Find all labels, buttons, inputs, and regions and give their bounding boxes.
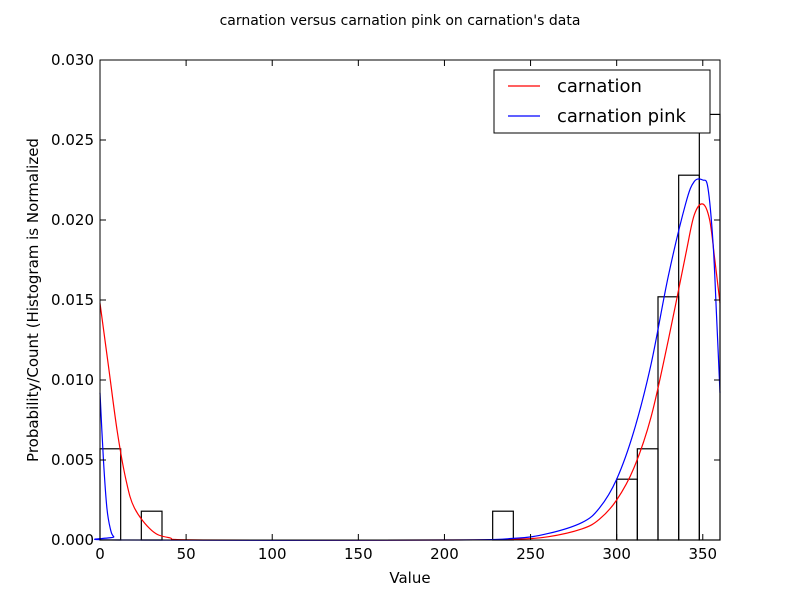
y-tick-label: 0.005 (51, 451, 94, 469)
y-tick-label: 0.000 (51, 531, 94, 549)
x-tick-label: 150 (344, 545, 373, 563)
plot-area (94, 113, 721, 541)
histogram-bar (492, 510, 514, 541)
legend-box (493, 69, 711, 134)
histogram-bar (636, 448, 659, 541)
x-tick-label: 100 (258, 545, 287, 563)
histogram-bar (616, 478, 638, 541)
x-axis-label: Value (389, 569, 430, 587)
x-tick-label: 350 (688, 545, 717, 563)
legend: carnation carnation pink (493, 69, 711, 134)
y-axis-label: Probability/Count (Histogram is Normaliz… (24, 138, 42, 462)
series-line-carnation (99, 203, 721, 541)
histogram-bar (657, 296, 680, 541)
series-line-carnation-pink (94, 178, 721, 541)
y-tick-label: 0.020 (51, 211, 94, 229)
x-tick-label: 300 (602, 545, 631, 563)
legend-label-carnation-pink: carnation pink (557, 106, 686, 127)
x-tick-label: 250 (516, 545, 545, 563)
y-tick-label: 0.010 (51, 371, 94, 389)
legend-label-carnation: carnation (557, 76, 642, 97)
y-tick-label: 0.015 (51, 291, 94, 309)
x-tick-label: 200 (430, 545, 459, 563)
chart-title: carnation versus carnation pink on carna… (220, 13, 581, 29)
x-tick-label: 0 (95, 545, 105, 563)
y-tick-label: 0.030 (51, 51, 94, 69)
y-tick-label: 0.025 (51, 131, 94, 149)
x-tick-label: 50 (177, 545, 196, 563)
axis-ticks: 0 50 100 150 200 250 300 350 0.000 0.005 0.010 0.01… (51, 51, 720, 563)
histogram-bar (678, 174, 700, 541)
